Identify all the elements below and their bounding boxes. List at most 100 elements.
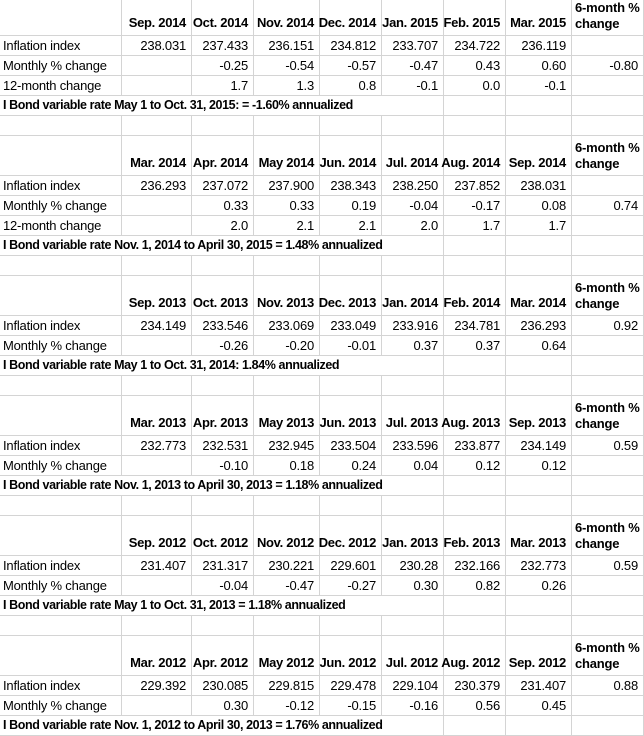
row-label[interactable]: Inflation index (0, 676, 122, 696)
value-cell[interactable]: -0.25 (192, 56, 254, 76)
month-header[interactable]: Jun. 2014 (319, 136, 382, 176)
empty-cell[interactable] (254, 256, 320, 276)
value-cell[interactable]: 0.43 (444, 56, 506, 76)
row-label[interactable]: Monthly % change (0, 696, 122, 716)
month-header[interactable]: Mar. 2014 (122, 136, 192, 176)
month-header[interactable]: Jan. 2013 (382, 516, 444, 556)
empty-cell[interactable] (122, 496, 192, 516)
month-header[interactable]: Aug. 2013 (441, 396, 506, 436)
empty-cell[interactable] (444, 236, 506, 256)
six-month-value-cell[interactable]: 0.92 (572, 316, 644, 336)
ibond-variable-rate-note[interactable]: I Bond variable rate May 1 to Oct. 31, 2… (0, 356, 444, 376)
value-cell[interactable]: -0.20 (254, 336, 320, 356)
month-header[interactable]: Sep. 2012 (122, 516, 192, 556)
empty-cell[interactable] (444, 376, 506, 396)
empty-cell[interactable] (572, 716, 644, 736)
empty-cell[interactable] (506, 476, 572, 496)
value-cell[interactable]: -0.04 (382, 196, 444, 216)
value-cell[interactable]: 236.119 (506, 36, 572, 56)
ibond-variable-rate-note[interactable]: I Bond variable rate May 1 to Oct. 31, 2… (0, 596, 444, 616)
month-header[interactable]: Oct. 2013 (192, 276, 254, 316)
empty-cell[interactable] (444, 96, 506, 116)
value-cell[interactable]: 238.031 (122, 36, 192, 56)
month-header[interactable]: May 2012 (254, 636, 320, 676)
row-label[interactable]: 12-month change (0, 76, 122, 96)
month-header[interactable]: Jun. 2013 (319, 396, 382, 436)
empty-cell[interactable] (122, 256, 192, 276)
value-cell[interactable]: 231.407 (122, 556, 192, 576)
empty-cell[interactable] (444, 356, 506, 376)
value-cell[interactable] (122, 576, 192, 596)
six-month-value-cell[interactable]: 0.59 (572, 556, 644, 576)
value-cell[interactable]: 233.069 (254, 316, 320, 336)
empty-cell[interactable] (192, 496, 254, 516)
value-cell[interactable]: 0.37 (444, 336, 506, 356)
month-header[interactable]: Dec. 2013 (319, 276, 382, 316)
value-cell[interactable]: 231.407 (506, 676, 572, 696)
empty-cell[interactable] (122, 116, 192, 136)
value-cell[interactable]: 234.812 (320, 36, 382, 56)
empty-cell[interactable] (572, 616, 644, 636)
value-cell[interactable]: 232.531 (192, 436, 254, 456)
month-header[interactable]: Aug. 2014 (441, 136, 506, 176)
empty-cell[interactable] (122, 616, 192, 636)
empty-cell[interactable] (506, 616, 572, 636)
value-cell[interactable]: 2.1 (254, 216, 320, 236)
value-cell[interactable]: 0.12 (444, 456, 506, 476)
value-cell[interactable]: 232.773 (122, 436, 192, 456)
empty-cell[interactable] (254, 376, 320, 396)
value-cell[interactable]: 0.24 (320, 456, 382, 476)
empty-cell[interactable] (192, 616, 254, 636)
value-cell[interactable]: 0.08 (506, 196, 572, 216)
value-cell[interactable] (122, 56, 192, 76)
value-cell[interactable]: 233.877 (444, 436, 506, 456)
month-header[interactable]: Nov. 2012 (254, 516, 320, 556)
empty-cell[interactable] (506, 596, 572, 616)
value-cell[interactable]: 1.7 (192, 76, 254, 96)
value-cell[interactable]: 237.433 (192, 36, 254, 56)
month-header[interactable]: Apr. 2013 (192, 396, 254, 436)
empty-cell[interactable] (506, 256, 572, 276)
empty-cell[interactable] (382, 496, 444, 516)
empty-cell[interactable] (320, 116, 382, 136)
month-header[interactable]: Sep. 2013 (122, 276, 192, 316)
month-header[interactable]: Dec. 2014 (319, 0, 382, 36)
row-label[interactable]: Inflation index (0, 556, 122, 576)
six-month-change-header[interactable]: 6-month % change (572, 136, 644, 176)
month-header[interactable]: Nov. 2013 (254, 276, 320, 316)
value-cell[interactable]: -0.15 (320, 696, 382, 716)
value-cell[interactable]: 0.33 (192, 196, 254, 216)
six-month-change-header[interactable]: 6-month % change (572, 276, 644, 316)
row-label[interactable]: Monthly % change (0, 576, 122, 596)
empty-cell[interactable] (320, 256, 382, 276)
value-cell[interactable]: -0.26 (192, 336, 254, 356)
value-cell[interactable]: -0.17 (444, 196, 506, 216)
value-cell[interactable]: 230.221 (254, 556, 320, 576)
six-month-value-cell[interactable] (572, 176, 644, 196)
six-month-value-cell[interactable] (572, 36, 644, 56)
corner-cell[interactable] (0, 276, 122, 316)
month-header[interactable]: Mar. 2015 (506, 0, 572, 36)
value-cell[interactable]: 0.18 (254, 456, 320, 476)
row-label[interactable]: Inflation index (0, 36, 122, 56)
row-label[interactable]: Inflation index (0, 176, 122, 196)
value-cell[interactable]: -0.1 (506, 76, 572, 96)
empty-cell[interactable] (382, 616, 444, 636)
month-header[interactable]: May 2013 (254, 396, 320, 436)
corner-cell[interactable] (0, 516, 122, 556)
value-cell[interactable]: 0.19 (320, 196, 382, 216)
value-cell[interactable]: 234.149 (122, 316, 192, 336)
empty-cell[interactable] (192, 116, 254, 136)
empty-cell[interactable] (572, 496, 644, 516)
empty-cell[interactable] (254, 496, 320, 516)
value-cell[interactable]: 0.45 (506, 696, 572, 716)
six-month-value-cell[interactable] (572, 456, 644, 476)
six-month-value-cell[interactable] (572, 336, 644, 356)
value-cell[interactable]: 0.30 (192, 696, 254, 716)
value-cell[interactable]: -0.57 (320, 56, 382, 76)
value-cell[interactable]: 1.7 (444, 216, 506, 236)
empty-cell[interactable] (382, 256, 444, 276)
six-month-change-header[interactable]: 6-month % change (572, 516, 644, 556)
value-cell[interactable]: 234.722 (444, 36, 506, 56)
value-cell[interactable]: 229.601 (320, 556, 382, 576)
